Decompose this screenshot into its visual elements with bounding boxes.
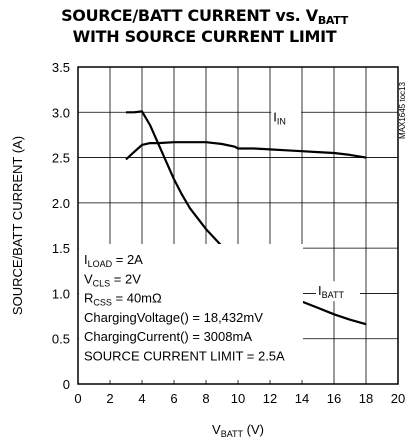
annotation-line: SOURCE CURRENT LIMIT = 2.5A <box>84 349 285 364</box>
x-axis-label: VBATT (V) <box>212 422 264 439</box>
series-label-bg <box>316 281 360 302</box>
y-tick-label: 1.5 <box>52 241 70 256</box>
series-labels: IIN IBATT <box>271 107 360 302</box>
x-tick-label: 12 <box>263 391 277 406</box>
chart-title-line2: WITH SOURCE CURRENT LIMIT <box>72 27 337 46</box>
y-tick-label: 3.0 <box>52 105 70 120</box>
plot-frame <box>77 66 399 385</box>
figure-id: MAX1645 toc13 <box>398 82 407 139</box>
x-tick-label: 14 <box>295 391 309 406</box>
x-tick-label: 4 <box>138 391 145 406</box>
series-label-bg <box>271 107 302 128</box>
x-tick-label: 20 <box>391 391 405 406</box>
annotation-line: ChargingCurrent() = 3008mA <box>84 329 252 344</box>
annotation-line: VCLS = 2V <box>84 271 141 288</box>
y-tick-label: 0.5 <box>52 332 70 347</box>
x-tick-label: 18 <box>359 391 373 406</box>
series-label-i-batt: IBATT <box>318 283 344 300</box>
x-tick-label: 10 <box>231 391 245 406</box>
x-tick-label: 8 <box>202 391 209 406</box>
chart-title-subscript: BATT <box>317 14 348 27</box>
series-line-i-batt <box>126 110 367 326</box>
y-tick-label: 0 <box>63 377 70 392</box>
annotation-line: ChargingVoltage() = 18,432mV <box>84 310 263 325</box>
annotation-line: ILOAD = 2A <box>84 252 143 269</box>
x-tick-label: 2 <box>106 391 113 406</box>
annotation-line: RCSS = 40mΩ <box>84 291 162 308</box>
series-lines <box>125 110 367 326</box>
x-tick-label: 16 <box>327 391 341 406</box>
y-tick-label: 1.0 <box>52 286 70 301</box>
chart-title-line1: SOURCE/BATT CURRENT vs. VBATT <box>0 6 409 31</box>
y-tick-label: 2.0 <box>52 196 70 211</box>
chart-title-main: SOURCE/BATT CURRENT vs. V <box>61 6 318 25</box>
y-axis-label: SOURCE/BATT CURRENT (A) <box>10 136 25 315</box>
series-line-i-in <box>125 141 367 161</box>
y-tick-label: 3.5 <box>52 60 70 75</box>
annotation-box: ILOAD = 2A VCLS = 2V RCSS = 40mΩ ChargingVo… <box>79 244 303 380</box>
y-tick-label: 2.5 <box>52 151 70 166</box>
tick-labels: 0 2 4 6 8 10 12 14 16 18 20 0 0.5 1.0 1.5 2.0 2.5 3.0 3.5 <box>52 60 405 406</box>
x-tick-label: 0 <box>74 391 81 406</box>
series-label-i-in: IIN <box>273 109 286 126</box>
x-tick-label: 6 <box>170 391 177 406</box>
annotation-background <box>79 244 303 380</box>
